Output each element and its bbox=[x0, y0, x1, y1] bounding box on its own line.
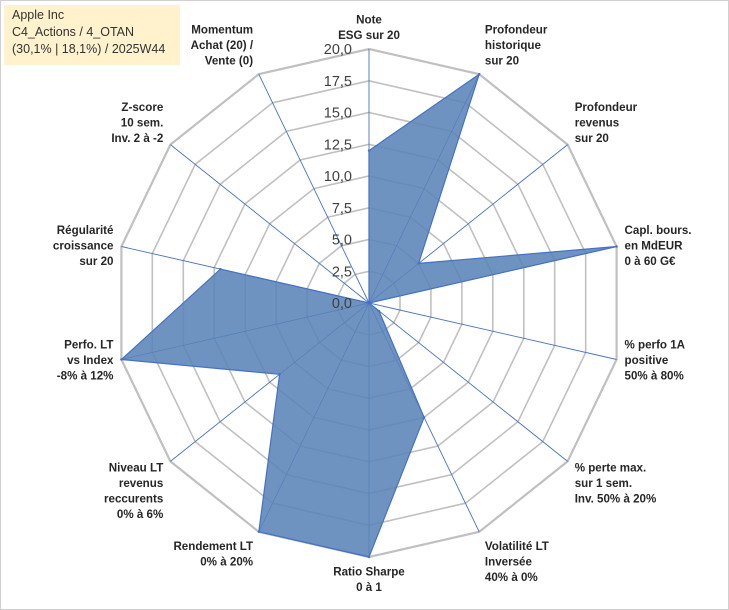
title-stats: (30,1% | 18,1%) / 2025W44 bbox=[12, 42, 166, 56]
radial-tick-label: 10,0 bbox=[324, 169, 352, 185]
radar-spoke bbox=[258, 74, 370, 304]
axis-label-1: Profondeur historique sur 20 bbox=[485, 24, 548, 68]
axis-label-0: Note ESG sur 20 bbox=[338, 14, 400, 43]
axis-label-6: Volatilité LT Inversée 40% à 0% bbox=[485, 540, 549, 584]
data-point-2 bbox=[417, 262, 420, 265]
axis-label-line: 40% à 0% bbox=[485, 571, 538, 584]
radial-tick-label: 7,5 bbox=[332, 201, 352, 217]
axis-label-line: croissance bbox=[53, 239, 114, 252]
axis-label-line: Capl. bours. bbox=[625, 224, 692, 237]
axis-label-line: Inversée bbox=[485, 555, 533, 568]
axis-label-line: vs Index bbox=[67, 354, 114, 367]
axis-label-line: sur 20 bbox=[485, 55, 519, 68]
axis-label-line: 10 sem. bbox=[121, 117, 164, 130]
axis-label-4: % perfo 1A positive 50% à 80% bbox=[625, 339, 686, 383]
radar-spoke bbox=[368, 302, 617, 360]
axis-label-line: Inv. 50% à 20% bbox=[575, 492, 657, 505]
axis-label-line: Profondeur bbox=[485, 24, 548, 37]
axis-label-5: % perte max. sur 1 sem. Inv. 50% à 20% bbox=[575, 461, 657, 505]
axis-label-line: % perfo 1A bbox=[625, 339, 686, 352]
axis-label-8: Rendement LT 0% à 20% bbox=[173, 540, 253, 569]
axis-category-labels: Note ESG sur 20 Profondeur historique sur 20… bbox=[53, 14, 692, 595]
axis-label-line: Profondeur bbox=[575, 101, 638, 114]
data-point-3 bbox=[615, 245, 618, 248]
axis-label-10: Perfo. LT vs Index -8% à 12% bbox=[57, 339, 114, 383]
axis-label-11: Régularité croissance sur 20 bbox=[53, 224, 114, 268]
data-point-7 bbox=[367, 555, 371, 559]
data-point-5 bbox=[377, 309, 381, 313]
axis-label-line: positive bbox=[625, 354, 669, 367]
axis-label-line: sur 20 bbox=[79, 255, 113, 268]
axis-label-line: Perfo. LT bbox=[64, 339, 113, 352]
axis-label-line: Note bbox=[356, 14, 382, 27]
axis-label-line: Momentum bbox=[191, 24, 253, 37]
axis-label-line: % perte max. bbox=[575, 461, 647, 474]
chart-title-box: Apple Inc C4_Actions / 4_OTAN (30,1% | 1… bbox=[4, 5, 180, 65]
axis-label-line: revenus bbox=[119, 477, 163, 490]
axis-label-line: en MdEUR bbox=[625, 239, 684, 252]
radial-tick-label: 5,0 bbox=[332, 233, 352, 249]
axis-label-line: -8% à 12% bbox=[57, 370, 114, 383]
axis-label-9: Niveau LT revenus reccurents 0% à 6% bbox=[104, 461, 163, 521]
radar-spoke bbox=[368, 302, 568, 462]
axis-label-line: ESG sur 20 bbox=[338, 29, 400, 42]
axis-label-13: Momentum Achat (20) / Vente (0) bbox=[191, 24, 254, 68]
radial-axis-ticks: 0,0 2,5 5,0 7,5 10,0 12,5 15,0 17,5 20,0 bbox=[324, 42, 352, 312]
data-point-0 bbox=[367, 149, 371, 152]
axis-label-7: Ratio Sharpe 0 à 1 bbox=[333, 566, 405, 595]
axis-label-line: reccurents bbox=[104, 492, 163, 505]
axis-label-line: revenus bbox=[575, 117, 619, 130]
axis-label-line: Ratio Sharpe bbox=[333, 566, 405, 579]
axis-label-12: Z-score 10 sem. Inv. 2 à -2 bbox=[111, 101, 164, 145]
radial-tick-label: 20,0 bbox=[324, 42, 352, 58]
data-point-9 bbox=[278, 373, 281, 376]
radial-tick-label: 2,5 bbox=[332, 264, 352, 280]
axis-label-3: Capl. bours. en MdEUR 0 à 60 G€ bbox=[625, 224, 692, 268]
radial-tick-label: 15,0 bbox=[324, 106, 352, 122]
axis-label-line: sur 1 sem. bbox=[575, 477, 632, 490]
data-point-8 bbox=[257, 530, 260, 533]
radial-tick-label: 17,5 bbox=[324, 74, 352, 90]
axis-label-line: 0 à 60 G€ bbox=[625, 255, 676, 268]
axis-label-line: Vente (0) bbox=[205, 55, 253, 68]
axis-label-line: Volatilité LT bbox=[485, 540, 549, 553]
axis-label-line: Z-score bbox=[121, 101, 163, 114]
radar-spoke bbox=[170, 144, 370, 304]
data-point-13 bbox=[367, 301, 371, 305]
axis-label-line: 0% à 20% bbox=[200, 555, 253, 568]
series-area bbox=[119, 72, 617, 558]
title-category: C4_Actions / 4_OTAN bbox=[12, 25, 135, 39]
radar-series bbox=[119, 72, 618, 559]
data-point-6 bbox=[422, 416, 426, 419]
radial-tick-label: 0,0 bbox=[332, 296, 352, 312]
axis-label-line: Rendement LT bbox=[173, 540, 253, 553]
axis-label-line: Inv. 2 à -2 bbox=[111, 132, 163, 145]
axis-label-line: historique bbox=[485, 39, 542, 52]
axis-label-line: Niveau LT bbox=[109, 461, 164, 474]
axis-label-line: 0% à 6% bbox=[117, 508, 163, 521]
axis-label-2: Profondeur revenus sur 20 bbox=[575, 101, 638, 145]
axis-label-line: sur 20 bbox=[575, 132, 609, 145]
data-point-1 bbox=[478, 73, 481, 76]
title-company: Apple Inc bbox=[12, 8, 65, 22]
axis-label-line: 50% à 80% bbox=[625, 370, 684, 383]
data-point-11 bbox=[219, 267, 222, 271]
radial-tick-label: 12,5 bbox=[324, 137, 352, 153]
axis-label-line: Achat (20) / bbox=[191, 39, 254, 52]
data-point-10 bbox=[120, 358, 123, 361]
axis-label-line: 0 à 1 bbox=[356, 581, 382, 594]
axis-label-line: Régularité bbox=[57, 224, 114, 237]
